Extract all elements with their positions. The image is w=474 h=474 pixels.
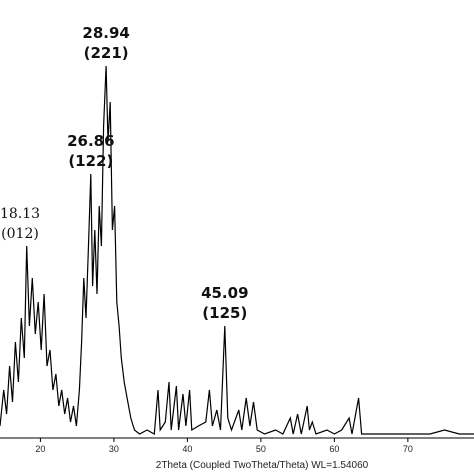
peak-labels: 18.13 (012) 26.86 (122) 28.94 (221) 45.09 (125) <box>0 24 249 322</box>
x-ticks: 20 30 40 50 60 70 <box>35 438 413 454</box>
x-axis-label: 2Theta (Coupled TwoTheta/Theta) WL=1.540… <box>156 460 369 471</box>
peak-hkl-label: (122) <box>68 152 113 170</box>
peak-position-label: 45.09 <box>201 284 248 302</box>
x-tick-label: 30 <box>109 444 119 454</box>
peak-hkl-label: (221) <box>84 44 129 62</box>
peak-position-label: 26.86 <box>67 132 114 150</box>
peak-hkl-label: (012) <box>1 226 39 242</box>
diffraction-series-line <box>0 65 474 435</box>
peak-hkl-label: (125) <box>202 304 247 322</box>
peak-position-label: 28.94 <box>82 24 129 42</box>
x-tick-label: 50 <box>256 444 266 454</box>
x-tick-label: 70 <box>403 444 413 454</box>
x-tick-label: 40 <box>182 444 192 454</box>
plot-area <box>0 65 474 435</box>
peak-position-label: 18.13 <box>0 206 40 222</box>
x-tick-label: 60 <box>329 444 339 454</box>
x-tick-label: 20 <box>35 444 45 454</box>
